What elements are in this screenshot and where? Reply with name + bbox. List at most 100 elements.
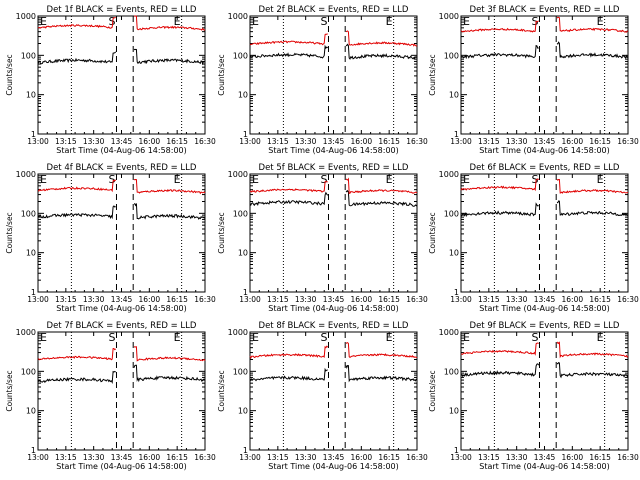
x-tick-label: 13:45 [323, 137, 345, 146]
plot-frame [460, 173, 629, 293]
x-tick-label: 16:15 [589, 453, 611, 462]
marker-label-e: E [463, 15, 470, 28]
x-tick-label: 16:00 [351, 137, 373, 146]
x-tick-label: 13:15 [478, 137, 500, 146]
y-tick-label: 1000 [439, 328, 459, 337]
x-tick-label: 13:45 [111, 137, 133, 146]
marker-label-s: S [531, 15, 538, 28]
x-tick-label: 13:15 [267, 137, 289, 146]
x-axis-label: Start Time (04-Aug-06 14:58:00) [56, 146, 187, 155]
plot-frame [249, 15, 418, 135]
detector-panel-3: Det 3f BLACK = Events, RED = LLD 1 10 100 10… [428, 5, 639, 155]
panel-title: Det 6f BLACK = Events, RED = LLD [470, 163, 620, 173]
panel-title: Det 1f BLACK = Events, RED = LLD [47, 5, 197, 15]
x-tick-label: 16:15 [378, 453, 400, 462]
x-tick-label: 16:30 [617, 137, 639, 146]
y-tick-label: 10 [449, 249, 459, 258]
plot-frame [460, 15, 629, 135]
y-axis-label: Counts/sec [5, 54, 14, 95]
y-tick-label: 100 [233, 209, 248, 218]
y-tick-label: 1 [31, 130, 36, 139]
x-tick-label: 16:00 [562, 137, 584, 146]
marker-label-e: E [386, 331, 393, 344]
x-axis-label: Start Time (04-Aug-06 14:58:00) [479, 146, 610, 155]
y-tick-label: 100 [233, 367, 248, 376]
x-tick-label: 16:30 [406, 295, 428, 304]
x-tick-label: 16:00 [139, 137, 161, 146]
x-tick-label: 13:30 [295, 137, 317, 146]
y-tick-label: 10 [238, 407, 248, 416]
x-tick-label: 13:30 [295, 295, 317, 304]
x-tick-label: 13:15 [267, 295, 289, 304]
x-tick-label: 16:15 [166, 295, 188, 304]
y-tick-label: 10 [26, 407, 36, 416]
lld-series-line [37, 347, 117, 361]
panel-title: Det 2f BLACK = Events, RED = LLD [259, 5, 409, 15]
lld-series-line [249, 33, 328, 46]
x-tick-label: 16:00 [351, 295, 373, 304]
events-series-line [460, 202, 539, 218]
y-tick-label: 10 [26, 249, 36, 258]
detector-panel-9: Det 9f BLACK = Events, RED = LLD 1 10 100 10… [428, 321, 639, 471]
marker-label-e: E [463, 331, 470, 344]
x-tick-label: 13:45 [534, 295, 556, 304]
x-tick-label: 13:45 [111, 453, 133, 462]
panel-title: Det 8f BLACK = Events, RED = LLD [259, 321, 409, 331]
events-series-line [37, 51, 117, 65]
marker-label-s: S [320, 331, 327, 344]
lld-series-line [460, 178, 540, 192]
x-axis-label: Start Time (04-Aug-06 14:58:00) [56, 462, 187, 471]
x-axis-label: Start Time (04-Aug-06 14:58:00) [56, 304, 187, 313]
events-series-line [345, 364, 418, 383]
y-tick-label: 1 [454, 288, 459, 297]
marker-label-e: E [463, 173, 470, 186]
plot-frame [37, 15, 206, 135]
marker-label-e: E [386, 173, 393, 186]
y-tick-label: 1 [243, 130, 248, 139]
x-tick-label: 13:15 [478, 295, 500, 304]
x-tick-label: 16:15 [378, 295, 400, 304]
lld-series-line [133, 15, 206, 31]
detector-panel-2: Det 2f BLACK = Events, RED = LLD 1 10 100 10… [217, 5, 428, 155]
lld-series-line [37, 179, 117, 193]
plot-frame [249, 331, 418, 451]
x-tick-label: 16:30 [617, 453, 639, 462]
y-axis-label: Counts/sec [428, 54, 437, 95]
x-tick-label: 13:00 [450, 137, 472, 146]
y-tick-label: 1 [243, 446, 248, 455]
marker-label-e: E [252, 173, 259, 186]
events-series-line [37, 370, 116, 384]
y-tick-label: 100 [21, 51, 36, 60]
x-tick-label: 13:15 [267, 453, 289, 462]
panel-title: Det 7f BLACK = Events, RED = LLD [47, 321, 197, 331]
marker-label-s: S [320, 15, 327, 28]
lld-series-line [345, 342, 418, 359]
events-series-line [460, 363, 540, 378]
events-series-line [133, 364, 206, 383]
plot-frame [460, 331, 629, 451]
y-tick-label: 1000 [16, 12, 36, 21]
detector-panel-8: Det 8f BLACK = Events, RED = LLD 1 10 100 10… [217, 321, 428, 471]
events-series-line [37, 205, 116, 220]
x-tick-label: 16:00 [351, 453, 373, 462]
lld-series-line [249, 345, 329, 359]
detector-panel-5: Det 5f BLACK = Events, RED = LLD 1 10 100 10… [217, 163, 428, 313]
panel-title: Det 9f BLACK = Events, RED = LLD [470, 321, 620, 331]
lld-series-line [37, 16, 116, 29]
panel-title: Det 3f BLACK = Events, RED = LLD [470, 5, 620, 15]
x-tick-label: 13:30 [295, 453, 317, 462]
x-tick-label: 13:15 [55, 453, 77, 462]
x-tick-label: 16:00 [562, 453, 584, 462]
y-axis-label: Counts/sec [5, 370, 14, 411]
detector-panel-4: Det 4f BLACK = Events, RED = LLD 1 10 100 10… [5, 163, 216, 313]
x-tick-label: 13:00 [239, 295, 261, 304]
y-tick-label: 100 [444, 51, 459, 60]
x-tick-label: 16:15 [166, 137, 188, 146]
y-tick-label: 100 [21, 367, 36, 376]
marker-label-e: E [40, 331, 47, 344]
y-axis-label: Counts/sec [5, 212, 14, 253]
y-tick-label: 1 [243, 288, 248, 297]
y-tick-label: 1000 [439, 12, 459, 21]
lld-series-line [133, 346, 206, 362]
y-tick-label: 100 [444, 209, 459, 218]
